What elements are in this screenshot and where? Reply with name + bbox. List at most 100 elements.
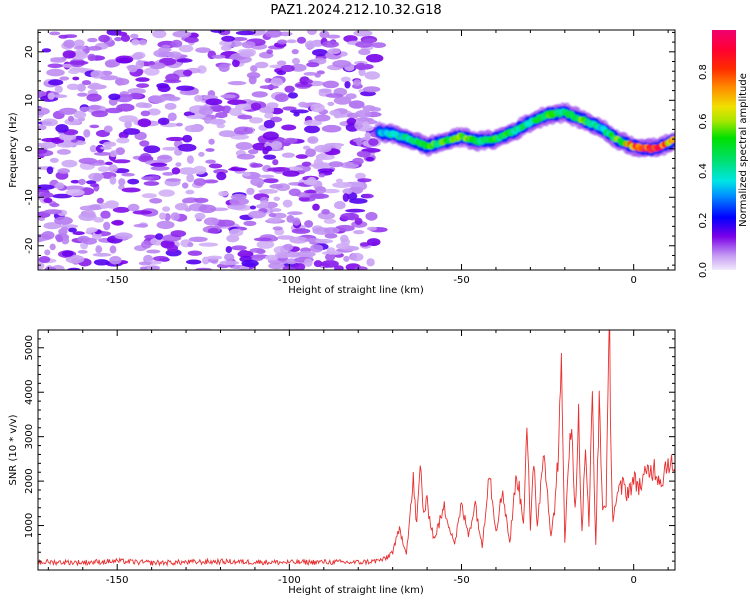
- noise-blob: [77, 250, 88, 254]
- x-tick-label: -100: [278, 275, 301, 286]
- noise-blob: [345, 93, 357, 100]
- noise-blob: [118, 184, 125, 190]
- noise-blob: [99, 202, 110, 209]
- noise-blob: [258, 189, 279, 194]
- noise-blob: [312, 49, 328, 57]
- noise-blob: [315, 238, 333, 244]
- noise-blob: [140, 110, 151, 117]
- noise-blob: [165, 178, 182, 182]
- noise-blob: [321, 209, 330, 215]
- noise-blob: [305, 148, 316, 157]
- noise-blob: [121, 172, 135, 177]
- noise-blob: [162, 172, 175, 176]
- noise-blob: [178, 167, 198, 175]
- noise-blob: [135, 102, 149, 108]
- noise-blob: [275, 251, 292, 259]
- noise-blob: [287, 211, 303, 216]
- noise-blob: [352, 157, 364, 165]
- noise-blob: [109, 176, 117, 185]
- noise-blob: [66, 83, 80, 91]
- noise-blob: [272, 159, 279, 166]
- noise-blob: [110, 150, 118, 158]
- x-tick-label: -150: [106, 575, 129, 586]
- noise-blob: [355, 41, 374, 48]
- chart-title: PAZ1.2024.212.10.32.G18: [270, 3, 441, 18]
- noise-blob: [89, 145, 97, 153]
- noise-blob: [121, 187, 141, 193]
- noise-blob: [368, 138, 379, 146]
- noise-blob: [282, 106, 297, 111]
- noise-blob: [172, 30, 192, 38]
- noise-blob: [47, 63, 63, 69]
- colorbar-label: Normalized spectral amplitude: [738, 73, 749, 227]
- noise-blob: [70, 179, 80, 184]
- noise-blob: [55, 234, 63, 243]
- noise-blob: [358, 48, 371, 56]
- noise-blob: [221, 35, 236, 42]
- noise-blob: [120, 34, 131, 42]
- noise-blob: [250, 163, 263, 168]
- noise-blob: [210, 30, 225, 33]
- noise-blob: [264, 254, 279, 261]
- noise-blob: [170, 39, 183, 48]
- noise-blob: [366, 258, 375, 267]
- noise-blob: [198, 242, 219, 247]
- noise-blob: [233, 126, 254, 135]
- noise-blob: [64, 185, 85, 191]
- noise-blob: [295, 83, 313, 88]
- noise-blob: [39, 142, 57, 149]
- y-tick-label: 0: [24, 146, 35, 152]
- noise-blob: [313, 158, 324, 168]
- y-tick-label: 2000: [24, 468, 35, 493]
- noise-blob: [348, 181, 364, 187]
- noise-blob: [150, 162, 168, 167]
- noise-blob: [58, 107, 78, 115]
- noise-blob: [116, 137, 130, 144]
- noise-blob: [136, 68, 144, 75]
- noise-blob: [105, 107, 123, 114]
- noise-blob: [56, 149, 71, 155]
- noise-blob: [335, 142, 342, 151]
- noise-blob: [353, 230, 365, 235]
- noise-blob: [303, 72, 318, 76]
- y-tick-label: 5000: [24, 335, 35, 360]
- noise-blob: [137, 118, 152, 128]
- noise-blob: [108, 164, 118, 173]
- noise-blob: [123, 128, 141, 135]
- noise-blob: [156, 220, 175, 230]
- noise-blob: [157, 117, 170, 126]
- noise-blob: [141, 176, 154, 181]
- noise-blob: [306, 62, 320, 68]
- noise-blob: [262, 131, 279, 141]
- noise-blob: [327, 48, 341, 55]
- noise-blob: [103, 125, 113, 133]
- snr-series-line: [38, 330, 675, 567]
- noise-blob: [317, 211, 335, 220]
- x-tick-label: 0: [630, 575, 636, 586]
- noise-blob: [131, 52, 143, 60]
- noise-blob: [265, 30, 282, 38]
- noise-blob: [112, 159, 131, 164]
- spectrogram-frame: [37, 29, 676, 271]
- noise-blob: [365, 211, 378, 221]
- noise-blob: [63, 39, 76, 48]
- noise-blob: [273, 196, 281, 201]
- x-tick-label: 0: [630, 275, 636, 286]
- noise-blob: [127, 203, 140, 212]
- noise-blob: [241, 41, 256, 49]
- noise-blob: [186, 173, 195, 183]
- noise-blob: [263, 178, 279, 184]
- snr-x-axis-label: Height of straight line (km): [288, 585, 424, 596]
- noise-blob: [353, 30, 373, 37]
- noise-blob: [124, 120, 132, 129]
- noise-blob: [205, 148, 215, 152]
- noise-blob: [364, 71, 381, 80]
- noise-blob: [44, 266, 57, 270]
- spectrogram-x-ticks: -150 -100 -50 0: [47, 30, 669, 286]
- noise-blob: [205, 98, 223, 106]
- noise-blob: [127, 88, 146, 95]
- noise-blob: [235, 142, 253, 150]
- noise-blob: [97, 166, 110, 173]
- noise-blob: [130, 33, 139, 39]
